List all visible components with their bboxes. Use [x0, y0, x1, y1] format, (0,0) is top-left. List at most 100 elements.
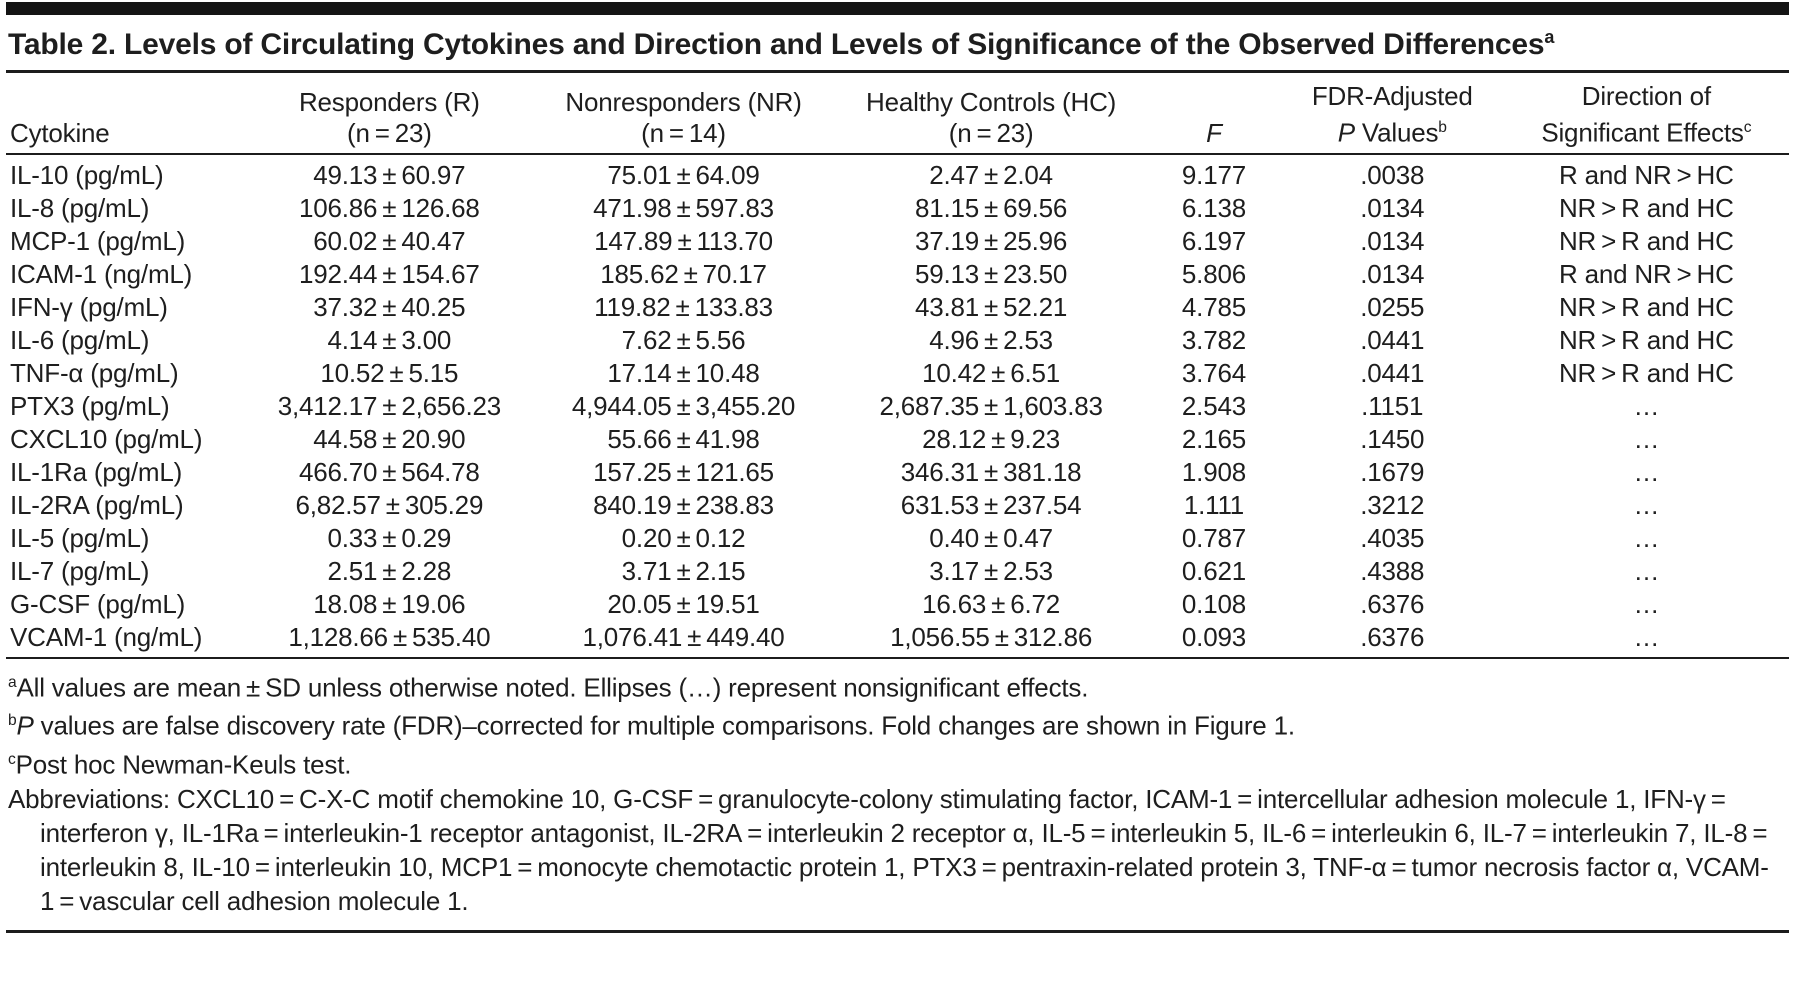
cell-direction: R and NR > HC: [1558, 258, 1734, 289]
cell-fdr-p-value: .0038: [1360, 159, 1425, 190]
cell-healthy-controls-value: 3.17 ± 2.53: [929, 555, 1053, 586]
cell-cytokine: IL-10 (pg/mL): [10, 159, 164, 190]
cell-nonresponders-value: 3.71 ± 2.15: [621, 555, 746, 586]
column-header-nonresponders-line1: Nonresponders (NR): [565, 86, 802, 117]
cell-cytokine: IL-5 (pg/mL): [10, 522, 150, 553]
cell-healthy-controls-value: 2.47 ± 2.04: [929, 159, 1053, 190]
cell-healthy-controls-value: 28.12 ± 9.23: [922, 423, 1061, 454]
table-row: IL-2RA (pg/mL) 6,82.57 ± 305.29 840.19 ±…: [6, 489, 1789, 522]
cell-cytokine: IFN-γ (pg/mL): [10, 291, 168, 322]
cell-cytokine: IL-6 (pg/mL): [10, 324, 150, 355]
column-header-direction-line2: Significant Effectsc: [1508, 112, 1785, 149]
cell-healthy-controls-value: 0.40 ± 0.47: [929, 522, 1053, 553]
table-row: IL-1Ra (pg/mL) 466.70 ± 564.78 157.25 ± …: [6, 456, 1789, 489]
table-row: IL-8 (pg/mL) 106.86 ± 126.68 471.98 ± 59…: [6, 192, 1789, 225]
header-row: Cytokine Responders (R) (n = 23) Nonresp…: [6, 73, 1789, 155]
cell-healthy-controls-value: 1,056.55 ± 312.86: [890, 621, 1093, 652]
column-header-fdr-p-values: FDR-Adjusted P Valuesb: [1280, 73, 1504, 155]
cell-f-value: 0.108: [1181, 588, 1246, 619]
column-header-direction-line1: Direction of: [1581, 81, 1711, 111]
footnote-b-text: values are false discovery rate (FDR)–co…: [33, 710, 1295, 741]
cell-direction: NR > R and HC: [1558, 291, 1734, 322]
cell-responders-value: 1,128.66 ± 535.40: [288, 621, 491, 652]
column-header-fdr-p-italic: P: [1337, 117, 1355, 148]
cell-cytokine: PTX3 (pg/mL): [10, 390, 170, 421]
cell-fdr-p-value: .0441: [1360, 357, 1425, 388]
footnote-b-mark: b: [8, 712, 17, 730]
cell-direction: …: [1633, 621, 1660, 652]
table-row: TNF-α (pg/mL) 10.52 ± 5.15 17.14 ± 10.48…: [6, 357, 1789, 390]
cell-healthy-controls-value: 346.31 ± 381.18: [900, 456, 1082, 487]
column-header-fdr-line2: P Valuesb: [1285, 112, 1500, 149]
cell-direction: NR > R and HC: [1558, 357, 1734, 388]
cell-nonresponders-value: 7.62 ± 5.56: [621, 324, 746, 355]
column-header-healthy-controls-line2: (n = 23): [948, 117, 1034, 148]
cell-fdr-p-value: .1679: [1360, 456, 1425, 487]
footnote-c: cPost hoc Newman-Keuls test.: [8, 743, 1787, 782]
cell-fdr-p-value: .0134: [1360, 258, 1425, 289]
column-header-responders-line1: Responders (R): [298, 86, 480, 117]
cell-responders-value: 2.51 ± 2.28: [327, 555, 452, 586]
column-header-healthy-controls: Healthy Controls (HC) (n = 23): [835, 73, 1148, 155]
cell-direction: NR > R and HC: [1558, 324, 1734, 355]
cell-fdr-p-value: .0134: [1360, 192, 1425, 223]
cell-cytokine: IL-7 (pg/mL): [10, 555, 150, 586]
cell-f-value: 6.197: [1181, 225, 1246, 256]
footnote-a-mark: a: [8, 673, 17, 691]
cell-nonresponders-value: 147.89 ± 113.70: [594, 225, 773, 256]
table-title: Table 2. Levels of Circulating Cytokines…: [6, 21, 1789, 70]
column-header-direction: Direction of Significant Effectsc: [1503, 73, 1789, 155]
cell-fdr-p-value: .0134: [1360, 225, 1425, 256]
cell-responders-value: 4.14 ± 3.00: [327, 324, 452, 355]
cell-healthy-controls-value: 2,687.35 ± 1,603.83: [879, 390, 1103, 421]
cell-direction: NR > R and HC: [1558, 192, 1734, 223]
column-header-responders-line2: (n = 23): [346, 117, 432, 148]
table-row: CXCL10 (pg/mL) 44.58 ± 20.90 55.66 ± 41.…: [6, 423, 1789, 456]
cell-responders-value: 0.33 ± 0.29: [327, 522, 452, 553]
table-body: IL-10 (pg/mL) 49.13 ± 60.97 75.01 ± 64.0…: [6, 154, 1789, 658]
cell-healthy-controls-value: 4.96 ± 2.53: [929, 324, 1053, 355]
cell-nonresponders-value: 840.19 ± 238.83: [593, 489, 774, 520]
cell-responders-value: 192.44 ± 154.67: [298, 258, 480, 289]
footnote-b-p-italic: P: [16, 710, 34, 741]
column-header-cytokine: Cytokine: [6, 73, 247, 155]
table-row: IL-5 (pg/mL) 0.33 ± 0.29 0.20 ± 0.12 0.4…: [6, 522, 1789, 555]
cell-fdr-p-value: .0441: [1360, 324, 1425, 355]
cell-healthy-controls-value: 10.42 ± 6.51: [922, 357, 1061, 388]
cell-direction: …: [1633, 390, 1660, 421]
column-header-f-label: F: [1206, 117, 1222, 148]
table-row: ICAM-1 (ng/mL) 192.44 ± 154.67 185.62 ± …: [6, 258, 1789, 291]
table-row: MCP-1 (pg/mL) 60.02 ± 40.47 147.89 ± 113…: [6, 225, 1789, 258]
footnote-abbreviations: Abbreviations: CXCL10 = C-X-C motif chem…: [8, 783, 1773, 916]
table-header: Cytokine Responders (R) (n = 23) Nonresp…: [6, 73, 1789, 155]
cell-nonresponders-value: 17.14 ± 10.48: [607, 357, 760, 388]
cell-cytokine: CXCL10 (pg/mL): [10, 423, 203, 454]
cell-f-value: 1.111: [1183, 489, 1245, 520]
cell-responders-value: 60.02 ± 40.47: [313, 225, 466, 256]
cell-nonresponders-value: 55.66 ± 41.98: [607, 423, 760, 454]
cell-cytokine: G-CSF (pg/mL): [10, 588, 186, 619]
cell-direction: …: [1633, 489, 1660, 520]
cell-fdr-p-value: .4388: [1360, 555, 1425, 586]
footnote-b: bP values are false discovery rate (FDR)…: [8, 704, 1787, 743]
cell-healthy-controls-value: 37.19 ± 25.96: [914, 225, 1068, 256]
cell-nonresponders-value: 119.82 ± 133.83: [594, 291, 773, 322]
column-header-fdr-footnote-mark: b: [1438, 119, 1447, 136]
column-header-responders: Responders (R) (n = 23): [246, 73, 532, 155]
column-header-direction-line2-text: Significant Effects: [1541, 117, 1744, 148]
column-header-fdr-line1: FDR-Adjusted: [1311, 81, 1473, 111]
column-header-f: F: [1147, 73, 1281, 155]
cell-responders-value: 106.86 ± 126.68: [298, 192, 480, 223]
cell-nonresponders-value: 20.05 ± 19.51: [607, 588, 760, 619]
bottom-rule: [6, 929, 1789, 933]
cell-cytokine: VCAM-1 (ng/mL): [10, 621, 203, 652]
cell-direction: …: [1633, 522, 1660, 553]
cell-direction: NR > R and HC: [1558, 225, 1734, 256]
cell-responders-value: 18.08 ± 19.06: [313, 588, 466, 619]
cell-cytokine: TNF-α (pg/mL): [10, 357, 179, 388]
footnote-c-mark: c: [8, 750, 16, 768]
cell-f-value: 0.787: [1181, 522, 1246, 553]
cell-nonresponders-value: 1,076.41 ± 449.40: [582, 621, 785, 652]
cell-cytokine: IL-1Ra (pg/mL): [10, 456, 183, 487]
column-header-direction-footnote-mark: c: [1743, 119, 1752, 136]
